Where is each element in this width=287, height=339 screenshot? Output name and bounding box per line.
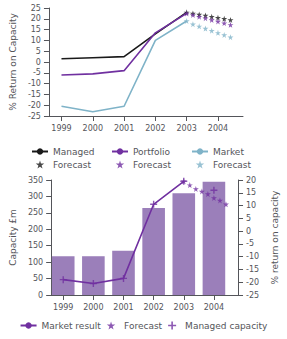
svg-text:-15: -15 xyxy=(246,265,259,274)
svg-text:-5: -5 xyxy=(246,239,254,248)
svg-text:2003: 2003 xyxy=(174,303,194,312)
svg-text:Forecast: Forecast xyxy=(213,160,252,170)
svg-text:5: 5 xyxy=(246,214,251,223)
svg-text:10: 10 xyxy=(246,201,256,210)
svg-text:2004: 2004 xyxy=(208,124,228,133)
svg-text:2003: 2003 xyxy=(176,124,196,133)
svg-text:% return on capacity: % return on capacity xyxy=(270,190,280,285)
svg-text:0: 0 xyxy=(246,227,251,236)
svg-text:Managed: Managed xyxy=(53,147,94,157)
svg-text:10: 10 xyxy=(31,36,41,45)
svg-text:2001: 2001 xyxy=(113,303,133,312)
svg-text:1999: 1999 xyxy=(51,124,71,133)
svg-text:2004: 2004 xyxy=(204,303,224,312)
svg-text:25: 25 xyxy=(31,4,41,13)
svg-text:2002: 2002 xyxy=(143,303,163,312)
svg-text:Capacity £m: Capacity £m xyxy=(8,209,18,266)
svg-text:-10: -10 xyxy=(246,252,259,261)
svg-text:150: 150 xyxy=(28,241,43,250)
svg-text:Portfolio: Portfolio xyxy=(133,147,171,157)
svg-text:5: 5 xyxy=(36,47,41,56)
svg-text:0: 0 xyxy=(36,58,41,67)
svg-text:300: 300 xyxy=(28,192,43,201)
svg-text:250: 250 xyxy=(28,208,43,217)
svg-text:Market: Market xyxy=(213,147,244,157)
svg-text:% Return on Capacity: % Return on Capacity xyxy=(8,13,18,111)
svg-text:200: 200 xyxy=(28,225,43,234)
svg-text:20: 20 xyxy=(31,14,41,23)
svg-text:20: 20 xyxy=(246,176,256,185)
svg-text:15: 15 xyxy=(31,25,41,34)
svg-text:0: 0 xyxy=(38,291,43,300)
svg-text:Forecast: Forecast xyxy=(53,160,92,170)
svg-text:100: 100 xyxy=(28,258,43,267)
svg-text:-25: -25 xyxy=(246,291,259,300)
svg-text:Forecast: Forecast xyxy=(124,321,163,331)
svg-text:-10: -10 xyxy=(28,79,41,88)
svg-text:Forecast: Forecast xyxy=(133,160,172,170)
svg-text:2001: 2001 xyxy=(114,124,134,133)
svg-text:50: 50 xyxy=(33,274,43,283)
svg-text:-15: -15 xyxy=(28,90,41,99)
svg-text:1999: 1999 xyxy=(53,303,73,312)
svg-text:-20: -20 xyxy=(246,278,259,287)
svg-text:350: 350 xyxy=(28,176,43,185)
svg-text:2000: 2000 xyxy=(83,303,103,312)
svg-text:Managed capacity: Managed capacity xyxy=(185,321,268,331)
svg-text:Market result: Market result xyxy=(42,321,102,331)
svg-text:2002: 2002 xyxy=(145,124,165,133)
svg-text:2000: 2000 xyxy=(83,124,103,133)
svg-text:-20: -20 xyxy=(28,101,41,110)
svg-text:-25: -25 xyxy=(28,112,41,121)
svg-text:-5: -5 xyxy=(33,68,41,77)
svg-text:15: 15 xyxy=(246,188,256,197)
